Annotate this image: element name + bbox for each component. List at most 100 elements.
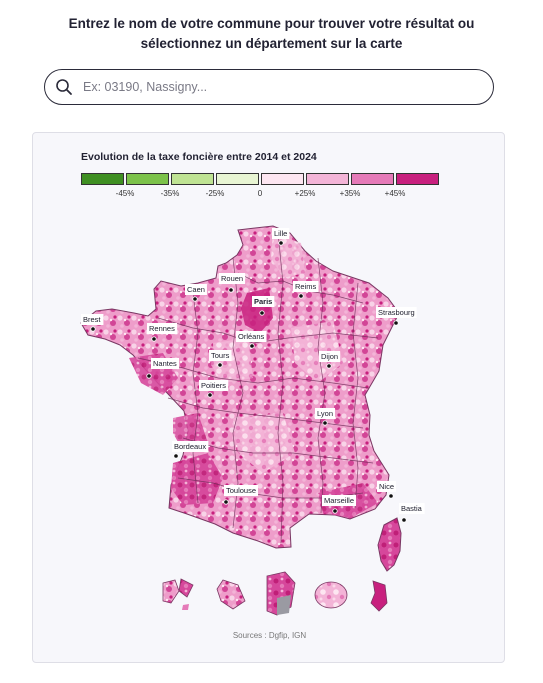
- city-dot: [228, 287, 234, 293]
- commune-search[interactable]: [44, 69, 494, 105]
- city-lyon: Lyon: [315, 408, 335, 426]
- legend-tick-label: -35%: [160, 189, 180, 198]
- city-label: Brest: [83, 315, 101, 324]
- city-dot: [249, 343, 255, 349]
- city-label: Tours: [211, 351, 230, 360]
- city-label-bg: [399, 503, 425, 514]
- legend-title: Evolution de la taxe foncière entre 2014…: [81, 151, 317, 163]
- city-dot: [207, 392, 213, 398]
- city-dijon: Dijon: [319, 351, 341, 369]
- city-label: Nice: [379, 482, 394, 491]
- city-nice: Nice: [377, 481, 397, 499]
- mayotte-inset[interactable]: [370, 580, 388, 612]
- city-label: Lyon: [317, 409, 333, 418]
- city-dot: [90, 326, 96, 332]
- city-label-bg: [219, 273, 246, 284]
- city-label: Rennes: [149, 324, 175, 333]
- city-label: Strasbourg: [378, 308, 415, 317]
- city-label: Marseille: [324, 496, 354, 505]
- city-label: Reims: [295, 282, 317, 291]
- city-lille: Lille: [272, 228, 290, 246]
- legend-tick-label: -45%: [115, 189, 135, 198]
- city-dot: [326, 363, 332, 369]
- legend-tick-label: +35%: [339, 189, 361, 198]
- legend-color-cell: [171, 173, 214, 185]
- legend-tick-label: +45%: [384, 189, 406, 198]
- city-label: Paris: [254, 297, 272, 306]
- city-strasbourg: Strasbourg: [376, 307, 417, 326]
- map-card: Evolution de la taxe foncière entre 2014…: [32, 132, 505, 663]
- city-dot: [151, 336, 157, 342]
- city-label-bg: [322, 495, 357, 506]
- city-label-bg: [376, 307, 417, 318]
- city-label-bg: [172, 441, 209, 452]
- city-poitiers: Poitiers: [199, 380, 229, 398]
- city-brest: Brest: [81, 314, 104, 332]
- city-dot: [393, 320, 399, 326]
- city-label-bg: [199, 380, 229, 391]
- city-label-bg: [236, 331, 267, 342]
- city-bastia: Bastia: [399, 503, 425, 523]
- city-label: Toulouse: [226, 486, 256, 495]
- legend-color-cell: [81, 173, 124, 185]
- legend-color-cell: [306, 173, 349, 185]
- city-orleans: Orléans: [236, 331, 267, 349]
- search-input[interactable]: [83, 80, 463, 94]
- city-label-bg: [319, 351, 341, 362]
- legend-ticks: -45% -35% -25% 0 +25% +35% +45%: [81, 189, 461, 201]
- legend-color-scale: [81, 173, 439, 185]
- city-caen: Caen: [185, 284, 207, 302]
- heading-line-1: Entrez le nom de votre commune pour trou…: [68, 16, 475, 31]
- city-dot: [173, 453, 179, 459]
- city-markers: Lille Rouen Caen Reims Paris Strasbourg Brest R…: [81, 228, 425, 523]
- legend-tick-label: 0: [257, 189, 263, 198]
- city-label: Orléans: [238, 332, 265, 341]
- city-dot: [146, 373, 152, 379]
- city-label-bg: [293, 281, 319, 292]
- city-paris: Paris: [252, 296, 275, 316]
- city-dot: [298, 293, 304, 299]
- city-bordeaux: Bordeaux: [172, 441, 209, 459]
- legend-color-cell: [261, 173, 304, 185]
- city-label: Caen: [187, 285, 205, 294]
- city-label-bg: [185, 284, 207, 295]
- city-label: Bordeaux: [174, 442, 206, 451]
- guadeloupe-inset[interactable]: [162, 578, 194, 610]
- city-dot: [388, 493, 394, 499]
- city-label: Poitiers: [201, 381, 226, 390]
- city-label-bg: [377, 481, 397, 492]
- city-marseille: Marseille: [322, 495, 357, 514]
- city-dot: [223, 499, 229, 505]
- legend-color-cell: [351, 173, 394, 185]
- city-label-bg: [272, 228, 290, 239]
- city-label-bg: [147, 323, 178, 334]
- city-label: Nantes: [153, 359, 177, 368]
- overseas-insets[interactable]: [162, 571, 388, 616]
- city-label-bg: [151, 358, 180, 369]
- city-dot: [217, 362, 223, 368]
- legend-tick-label: -25%: [205, 189, 225, 198]
- city-label: Rouen: [221, 274, 243, 283]
- city-label-bg: [81, 314, 104, 325]
- city-dot: [332, 508, 338, 514]
- source-note: Sources : Dgfip, IGN: [232, 631, 307, 640]
- corsica[interactable]: [377, 517, 402, 572]
- city-dot: [401, 517, 407, 523]
- city-label-bg: [315, 408, 335, 419]
- city-label-bg: [209, 350, 232, 361]
- search-icon: [54, 77, 74, 97]
- france-map[interactable]: Lille Rouen Caen Reims Paris Strasbourg Brest R…: [33, 133, 506, 664]
- city-dot: [192, 296, 198, 302]
- city-rouen: Rouen: [219, 273, 246, 293]
- city-nantes: Nantes: [146, 358, 180, 379]
- city-rennes: Rennes: [147, 323, 178, 342]
- legend-color-cell: [126, 173, 169, 185]
- legend-color-cell: [216, 173, 259, 185]
- city-label: Bastia: [401, 504, 423, 513]
- martinique-inset[interactable]: [216, 579, 246, 610]
- city-label-bg: [252, 296, 275, 307]
- city-dot: [259, 310, 265, 316]
- reunion-inset[interactable]: [314, 581, 348, 609]
- guyane-inset[interactable]: [266, 571, 296, 616]
- heading-line-2: sélectionnez un département sur la carte: [140, 36, 403, 51]
